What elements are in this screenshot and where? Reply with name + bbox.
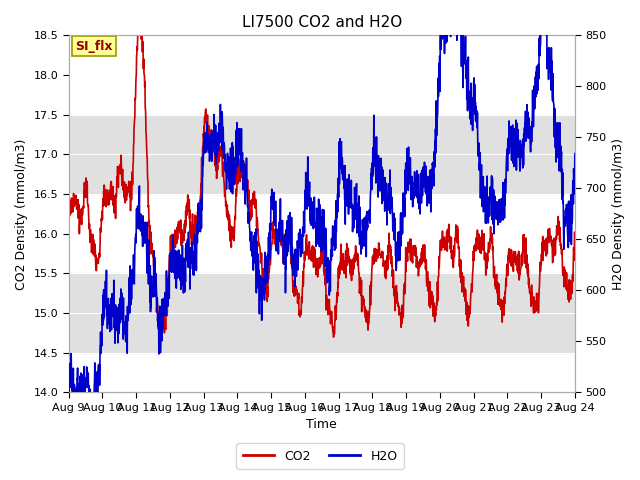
Y-axis label: H2O Density (mmol/m3): H2O Density (mmol/m3): [612, 138, 625, 290]
Text: SI_flx: SI_flx: [76, 40, 113, 53]
Bar: [68, 274, 575, 353]
X-axis label: Time: Time: [307, 419, 337, 432]
Title: LI7500 CO2 and H2O: LI7500 CO2 and H2O: [242, 15, 402, 30]
Bar: [68, 115, 575, 194]
Y-axis label: CO2 Density (mmol/m3): CO2 Density (mmol/m3): [15, 138, 28, 289]
Legend: CO2, H2O: CO2, H2O: [236, 444, 404, 469]
